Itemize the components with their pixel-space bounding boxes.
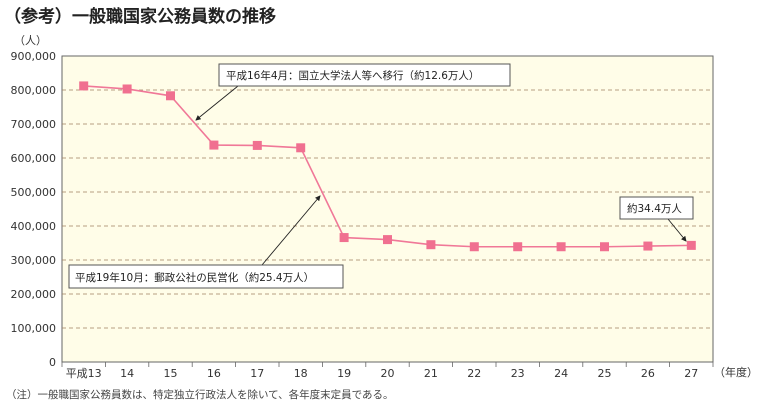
x-tick-label: 14	[120, 367, 134, 380]
data-point	[79, 81, 89, 91]
data-point	[383, 235, 392, 245]
data-point	[426, 240, 436, 250]
y-tick-label: 200,000	[11, 288, 57, 301]
y-tick-label: 900,000	[11, 50, 57, 63]
x-tick-label: 20	[381, 367, 395, 380]
y-tick-label: 400,000	[11, 220, 57, 233]
y-tick-label: 700,000	[11, 118, 57, 131]
annotation-text: 約34.4万人	[627, 202, 682, 215]
x-tick-label: 23	[511, 367, 525, 380]
chart-title: （参考）一般職国家公務員数の推移	[4, 6, 276, 27]
data-point	[513, 242, 523, 252]
data-point	[556, 242, 566, 252]
annotation-arrow	[261, 195, 321, 266]
y-tick-label: 0	[49, 356, 56, 369]
y-tick-label: 600,000	[11, 152, 57, 165]
data-point	[122, 84, 132, 94]
annotation-text: 平成19年10月：郵政公社の民営化（約25.4万人）	[75, 271, 314, 284]
x-tick-label: 19	[337, 367, 351, 380]
data-point	[296, 143, 306, 153]
x-tick-label: 平成13	[66, 367, 102, 380]
annotation-box	[619, 196, 694, 220]
y-tick-label: 500,000	[11, 186, 57, 199]
annotation-arrow	[667, 218, 687, 242]
data-point	[469, 242, 479, 252]
y-tick-label: 100,000	[11, 322, 57, 335]
x-tick-label: 18	[294, 367, 308, 380]
y-tick-label: 300,000	[11, 254, 57, 267]
y-tick-label: 800,000	[11, 84, 57, 97]
x-tick-label: 24	[554, 367, 568, 380]
annotation-box	[218, 63, 511, 87]
x-tick-label: 27	[684, 367, 698, 380]
data-point	[339, 233, 349, 243]
data-point	[209, 140, 219, 150]
annotation-text: 平成16年4月：国立大学法人等へ移行（約12.6万人）	[226, 69, 479, 82]
data-point	[643, 241, 653, 251]
data-point	[600, 242, 609, 252]
annotation-box	[68, 264, 344, 289]
x-tick-label: 25	[598, 367, 612, 380]
x-tick-label: 26	[641, 367, 655, 380]
x-tick-label: 21	[424, 367, 438, 380]
x-tick-label: 16	[207, 367, 221, 380]
plot-area	[61, 55, 714, 363]
x-axis-label: （年度）	[714, 365, 758, 379]
x-tick-label: 15	[164, 367, 178, 380]
y-axis-label: （人）	[14, 34, 47, 47]
data-point	[252, 140, 262, 150]
x-tick-label: 17	[250, 367, 264, 380]
footnote: （注）一般職国家公務員数は、特定独立行政法人を除いて、各年度末定員である。	[6, 388, 394, 401]
data-point	[686, 240, 696, 250]
data-point	[166, 91, 175, 101]
x-tick-label: 22	[467, 367, 481, 380]
annotation-arrow	[195, 85, 239, 121]
